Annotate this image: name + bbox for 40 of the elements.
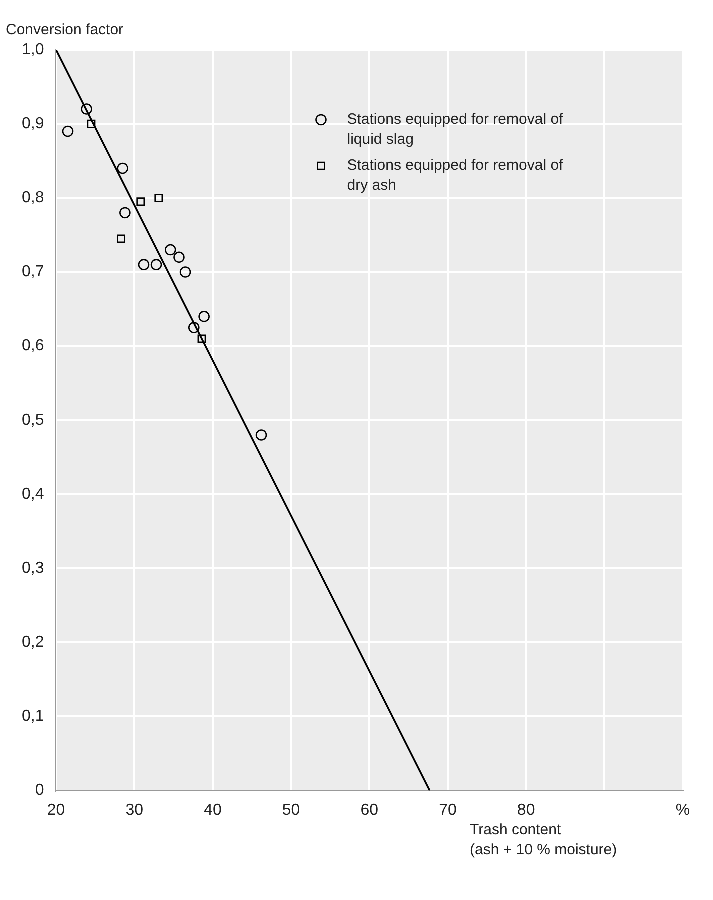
y-tick-label: 0,8 xyxy=(22,190,44,207)
point xyxy=(256,430,268,441)
point xyxy=(164,244,176,256)
y-tick-label: 0,3 xyxy=(22,560,44,577)
x-tick-label: % xyxy=(676,802,690,819)
x-axis-title: Trash content (ash + 10 % moisture) xyxy=(470,821,618,858)
x-tick-label: 70 xyxy=(439,802,457,819)
x-tick-label: 80 xyxy=(517,802,536,819)
point xyxy=(150,259,162,270)
point xyxy=(62,126,74,138)
point xyxy=(117,162,128,174)
y-axis-title: Conversion factor xyxy=(6,22,124,39)
point xyxy=(87,120,96,128)
point xyxy=(180,266,192,278)
legend-label: Stations equipped for removal of liquid slag xyxy=(347,111,564,148)
point xyxy=(138,259,150,270)
y-tick-label: 0 xyxy=(35,782,44,800)
point xyxy=(120,207,131,219)
point xyxy=(136,198,146,206)
y-tick-label: 0,9 xyxy=(22,115,44,132)
y-tick-label: 0,6 xyxy=(22,338,44,355)
x-tick-label: 50 xyxy=(282,802,300,819)
point xyxy=(188,322,200,334)
y-tick-label: 0,1 xyxy=(22,708,44,726)
y-tick-label: 0,2 xyxy=(22,634,44,652)
y-tick-label: 0,7 xyxy=(22,264,44,281)
point xyxy=(81,104,92,115)
point xyxy=(198,334,206,344)
point xyxy=(198,311,210,322)
x-tick-label: 20 xyxy=(47,802,66,819)
legend-label: Stations equipped for removal of dry ash xyxy=(347,157,564,194)
x-tick-label: 40 xyxy=(204,802,222,819)
x-tick-label: 60 xyxy=(360,802,379,819)
y-tick-label: 0,5 xyxy=(22,412,44,429)
y-tick-label: 0,4 xyxy=(22,486,44,503)
y-tick-label: 1,0 xyxy=(22,41,44,58)
x-tick-label: 30 xyxy=(126,802,144,819)
point xyxy=(154,194,164,202)
point xyxy=(117,234,126,244)
point xyxy=(174,252,185,264)
